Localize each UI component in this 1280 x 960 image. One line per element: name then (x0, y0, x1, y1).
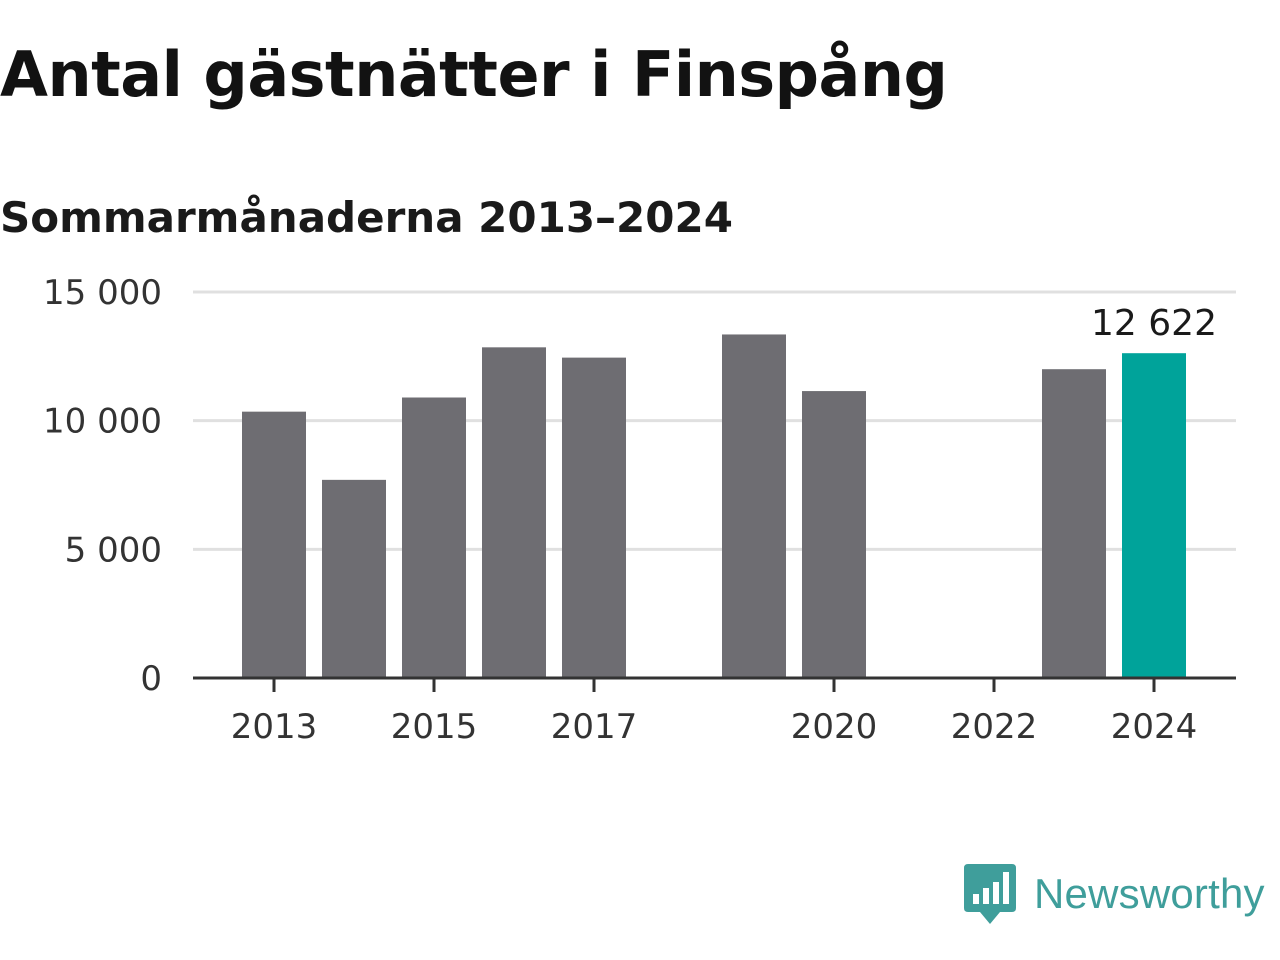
x-tick-label: 2017 (551, 707, 638, 747)
x-tick-label: 2020 (791, 707, 878, 747)
y-tick-label: 10 000 (43, 402, 162, 442)
bar-2015 (402, 397, 466, 678)
data-label: 12 622 (1091, 303, 1217, 344)
bar-2024 (1122, 353, 1186, 678)
bar-2020 (802, 391, 866, 678)
y-tick-label: 0 (140, 659, 162, 699)
newsworthy-logo-icon (964, 864, 1016, 924)
brand-name: Newsworthy (1034, 870, 1265, 917)
bar-2017 (562, 357, 626, 678)
data-labels: 12 622 (1091, 303, 1217, 344)
x-tick-label: 2022 (951, 707, 1038, 747)
chart-title: Antal gästnätter i Finspång (0, 38, 948, 111)
x-tick-label: 2015 (391, 707, 478, 747)
bar-2014 (322, 479, 386, 678)
bar-2019 (722, 334, 786, 678)
bars (242, 334, 1186, 678)
y-axis-labels: 0 5 000 10 000 15 000 (43, 273, 162, 699)
y-tick-label: 5 000 (65, 530, 162, 570)
bar-2016 (482, 347, 546, 678)
brand-logo: Newsworthy (964, 864, 1265, 924)
x-axis: 2013 2015 2017 2020 2022 2024 (193, 676, 1236, 747)
y-tick-label: 15 000 (43, 273, 162, 313)
x-tick-label: 2024 (1111, 707, 1198, 747)
x-tick-label: 2013 (231, 707, 318, 747)
bar-2023 (1042, 369, 1106, 678)
bar-2013 (242, 411, 306, 678)
chart-subtitle: Sommarmånaderna 2013–2024 (0, 193, 733, 242)
